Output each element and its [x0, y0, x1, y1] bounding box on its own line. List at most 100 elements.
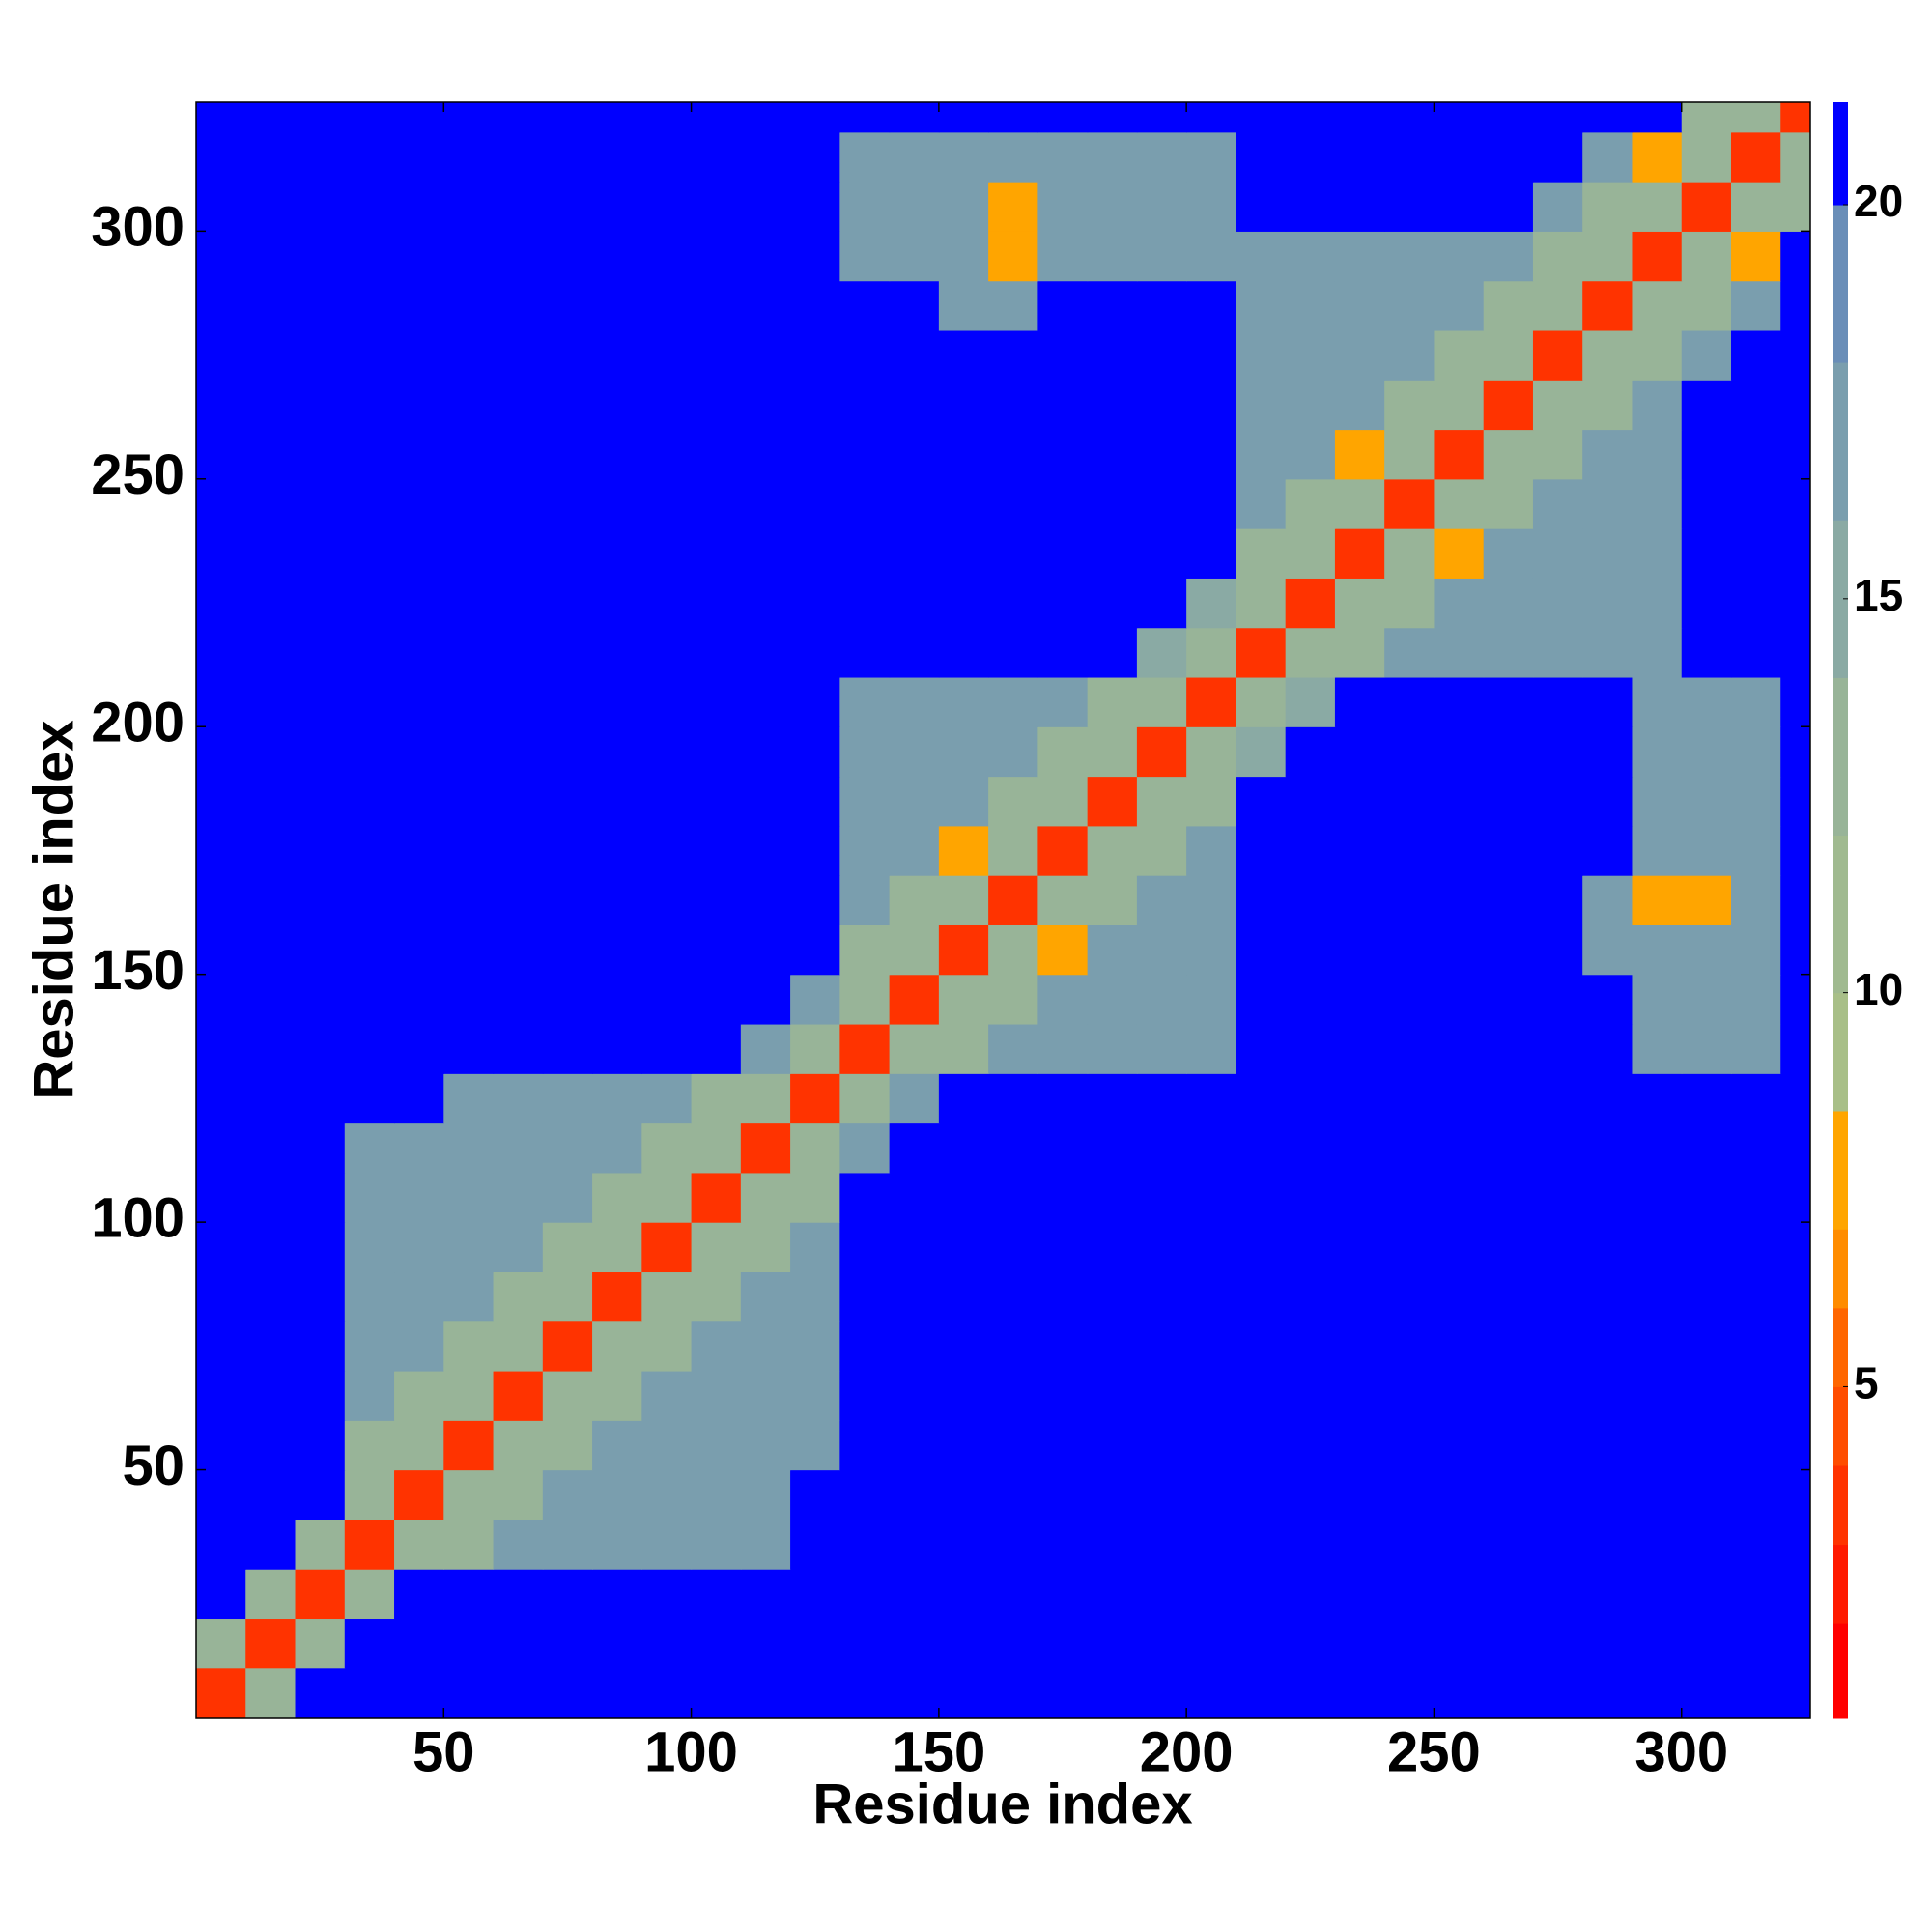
heatmap-cell — [196, 726, 246, 778]
heatmap-cell — [344, 1321, 395, 1372]
heatmap-cell — [1334, 1370, 1385, 1421]
heatmap-cell — [839, 380, 891, 431]
heatmap-cell — [493, 1321, 544, 1372]
heatmap-cell — [394, 231, 444, 282]
heatmap-cell — [938, 429, 989, 480]
heatmap-cell — [295, 528, 346, 579]
heatmap-cell — [295, 1420, 346, 1471]
heatmap-cell — [1681, 1370, 1732, 1421]
heatmap-cell — [245, 924, 297, 976]
heatmap-cell — [1384, 1023, 1435, 1074]
heatmap-cell — [1334, 231, 1385, 282]
heatmap-cell — [1632, 578, 1683, 629]
heatmap-cell — [1334, 1519, 1385, 1570]
heatmap-cell — [443, 726, 495, 778]
heatmap-cell — [196, 1569, 246, 1620]
heatmap-cell — [691, 478, 742, 529]
heatmap-cell — [641, 528, 693, 579]
heatmap-cell — [691, 776, 742, 827]
heatmap-cell — [790, 924, 840, 976]
heatmap-cell — [790, 429, 840, 480]
heatmap-cell — [592, 478, 642, 529]
heatmap-cell — [1037, 676, 1089, 727]
heatmap-cell — [691, 1420, 742, 1471]
heatmap-cell — [1632, 231, 1683, 282]
heatmap-cell — [1037, 578, 1089, 629]
heatmap-cell — [1186, 528, 1237, 579]
heatmap-cell — [295, 627, 346, 678]
heatmap-cell — [938, 1122, 989, 1174]
heatmap-cell — [493, 1667, 544, 1718]
heatmap-cell — [1632, 924, 1683, 976]
heatmap-cell — [443, 1122, 495, 1174]
heatmap-cell — [1136, 1172, 1187, 1223]
heatmap-cell — [1483, 1073, 1534, 1124]
heatmap-cell — [542, 329, 593, 381]
heatmap-cell — [1532, 578, 1583, 629]
heatmap-cell — [1582, 182, 1634, 232]
heatmap-cell — [1730, 726, 1781, 778]
colorbar-tick-label: 15 — [1854, 570, 1903, 620]
heatmap-cell — [889, 875, 940, 925]
heatmap-cell — [1532, 478, 1583, 529]
heatmap-cell — [1780, 1073, 1810, 1124]
heatmap-cell — [691, 1469, 742, 1520]
heatmap-cell — [344, 1023, 395, 1074]
heatmap-cell — [196, 1667, 246, 1718]
heatmap-cell — [1434, 182, 1485, 232]
heatmap-cell — [790, 1271, 840, 1322]
heatmap-cell — [1434, 1321, 1485, 1372]
heatmap-cell — [988, 380, 1038, 431]
heatmap-cell — [1285, 1023, 1336, 1074]
heatmap-cell — [542, 1469, 593, 1520]
heatmap-cell — [542, 825, 593, 876]
heatmap-cell — [1285, 380, 1336, 431]
heatmap-cell — [889, 1172, 940, 1223]
heatmap-cell — [443, 429, 495, 480]
heatmap-cell — [1136, 776, 1187, 827]
heatmap-cell — [394, 875, 444, 925]
heatmap-cell — [1632, 1370, 1683, 1421]
heatmap-cell — [1730, 1469, 1781, 1520]
heatmap-cell — [1037, 1420, 1089, 1471]
heatmap-cell — [394, 1271, 444, 1322]
heatmap-cell — [1384, 578, 1435, 629]
colorbar-tick-label: 10 — [1854, 964, 1903, 1014]
heatmap-cell — [740, 1569, 791, 1620]
heatmap-cell — [1780, 1519, 1810, 1570]
heatmap-cell — [1730, 1122, 1781, 1174]
heatmap-cell — [1236, 1667, 1287, 1718]
heatmap-cell — [1136, 1073, 1187, 1124]
heatmap-cell — [1780, 578, 1810, 629]
heatmap-cell — [344, 131, 395, 183]
heatmap-cell — [740, 280, 791, 331]
heatmap-cell — [1532, 380, 1583, 431]
heatmap-cell — [938, 1667, 989, 1718]
heatmap-cell — [740, 380, 791, 431]
heatmap-cell — [443, 974, 495, 1025]
heatmap-cell — [641, 102, 693, 133]
heatmap-cell — [1483, 528, 1534, 579]
heatmap-cell — [394, 1618, 444, 1669]
heatmap-cell — [493, 329, 544, 381]
heatmap-cell — [344, 578, 395, 629]
heatmap-cell — [295, 478, 346, 529]
heatmap-cell — [196, 102, 246, 133]
heatmap-cell — [1236, 676, 1287, 727]
heatmap-cell — [641, 1420, 693, 1471]
heatmap-cell — [592, 1420, 642, 1471]
heatmap-cell — [1632, 1420, 1683, 1471]
heatmap-cell — [1483, 478, 1534, 529]
heatmap-cell — [1334, 182, 1385, 232]
heatmap-cell — [938, 1271, 989, 1322]
heatmap-cell — [839, 1370, 891, 1421]
heatmap-cell — [245, 528, 297, 579]
heatmap-cell — [1780, 329, 1810, 381]
heatmap-cell — [1582, 1569, 1634, 1620]
heatmap-cell — [1285, 231, 1336, 282]
heatmap-cell — [1285, 1222, 1336, 1273]
heatmap-cell — [938, 1469, 989, 1520]
heatmap-cell — [1483, 1023, 1534, 1074]
heatmap-cell — [1285, 1569, 1336, 1620]
